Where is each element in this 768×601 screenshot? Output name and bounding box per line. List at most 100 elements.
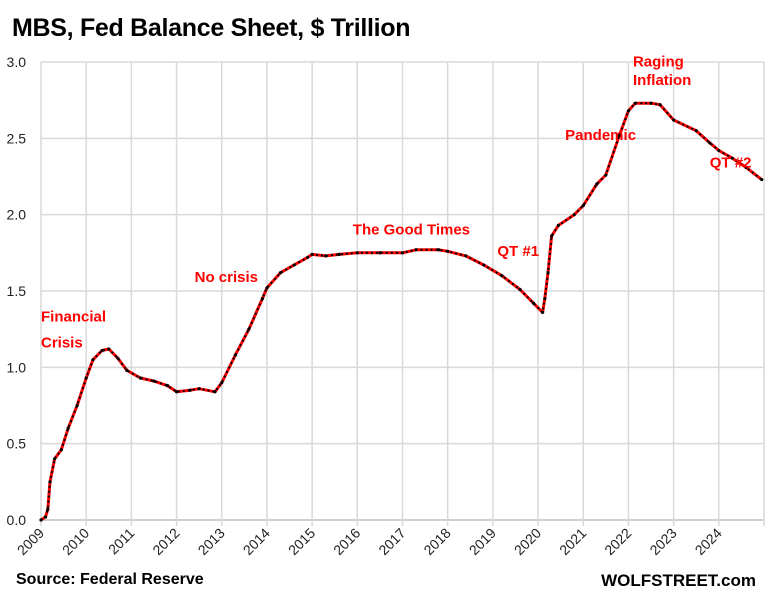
data-point [213,390,217,394]
x-tick-label: 2021 [556,525,589,558]
source-note: Source: Federal Reserve [16,571,204,588]
annotation: No crisis [195,269,258,286]
data-point [292,263,296,267]
data-point [39,518,43,522]
x-tick-label: 2016 [330,525,363,558]
data-point [464,254,468,258]
data-point [414,248,418,252]
data-point [306,255,310,260]
data-point [672,118,676,122]
annotation: The Good Times [353,222,470,239]
annotation: Inflation [633,72,691,89]
data-point [633,101,637,105]
x-tick-label: 2022 [601,525,634,558]
y-tick-label: 1.5 [7,283,27,299]
data-point [556,223,560,227]
x-tick-label: 2015 [285,525,318,558]
x-tick-label: 2019 [466,525,499,558]
y-tick-label: 0.5 [7,436,27,452]
data-point [220,381,224,385]
x-tick-label: 2013 [195,525,228,558]
data-point [337,252,341,256]
data-point [165,384,170,388]
data-point [518,287,522,292]
data-point [744,165,748,169]
x-tick-label: 2024 [692,525,725,558]
data-point [310,252,314,256]
data-point [265,286,269,290]
data-point [694,129,698,133]
x-tick-label: 2014 [240,525,273,558]
data-point [84,376,88,380]
data-point [649,101,653,105]
data-point [233,353,237,357]
annotation: Financial [41,309,106,326]
y-tick-label: 2.0 [7,207,27,223]
data-point [500,274,504,278]
y-tick-label: 2.5 [7,130,27,146]
data-point [66,426,70,430]
data-point [540,310,545,314]
data-point [581,203,585,208]
series-line [40,101,763,522]
data-point [730,156,734,160]
data-point [152,379,156,383]
data-point [107,347,111,351]
data-point [760,177,764,182]
x-tick-label: 2012 [149,525,182,558]
data-point [116,356,120,360]
y-tick-label: 1.0 [7,359,27,375]
annotation: Raging [633,54,684,71]
data-point [595,182,599,186]
data-point [543,297,547,301]
data-point [188,388,192,392]
data-point [572,213,576,217]
annotation: Pandemic [565,127,636,144]
data-point [355,251,359,255]
data-point [378,251,382,255]
data-point [604,173,608,177]
data-point [717,148,721,153]
data-point [75,403,79,408]
data-point [260,297,265,301]
y-tick-label: 0.0 [7,512,27,528]
data-point [278,271,283,275]
data-point [48,480,52,484]
y-tick-label: 3.0 [7,54,27,70]
data-point [125,368,129,372]
x-tick-label: 2023 [646,525,679,558]
data-point [59,448,63,452]
x-tick-label: 2010 [59,525,92,558]
data-point [197,387,201,391]
data-point [43,515,48,519]
x-tick-label: 2009 [14,525,47,558]
data-point [247,327,251,331]
data-point [708,141,712,145]
data-point [324,254,328,258]
annotation: QT #1 [497,243,539,260]
data-point [446,249,450,253]
annotation: Crisis [41,334,83,351]
data-point [482,263,486,267]
data-point [658,103,662,107]
data-point [546,271,550,275]
x-tick-label: 2017 [375,525,408,558]
data-point [617,133,622,137]
data-point [626,109,631,113]
data-point [46,507,50,511]
data-point [138,376,143,380]
data-point [100,348,104,353]
chart-title: MBS, Fed Balance Sheet, $ Trillion [12,14,411,42]
data-point [52,457,57,461]
data-point [437,248,441,252]
brand-watermark: WOLFSTREET.com [601,571,756,590]
data-point [550,234,554,238]
x-tick-label: 2011 [105,525,138,558]
x-tick-label: 2020 [511,525,544,558]
data-point [400,251,405,255]
x-tick-label: 2018 [420,525,453,558]
series-markers-overlay [40,102,763,521]
data-point [174,390,179,394]
data-point [91,358,95,362]
